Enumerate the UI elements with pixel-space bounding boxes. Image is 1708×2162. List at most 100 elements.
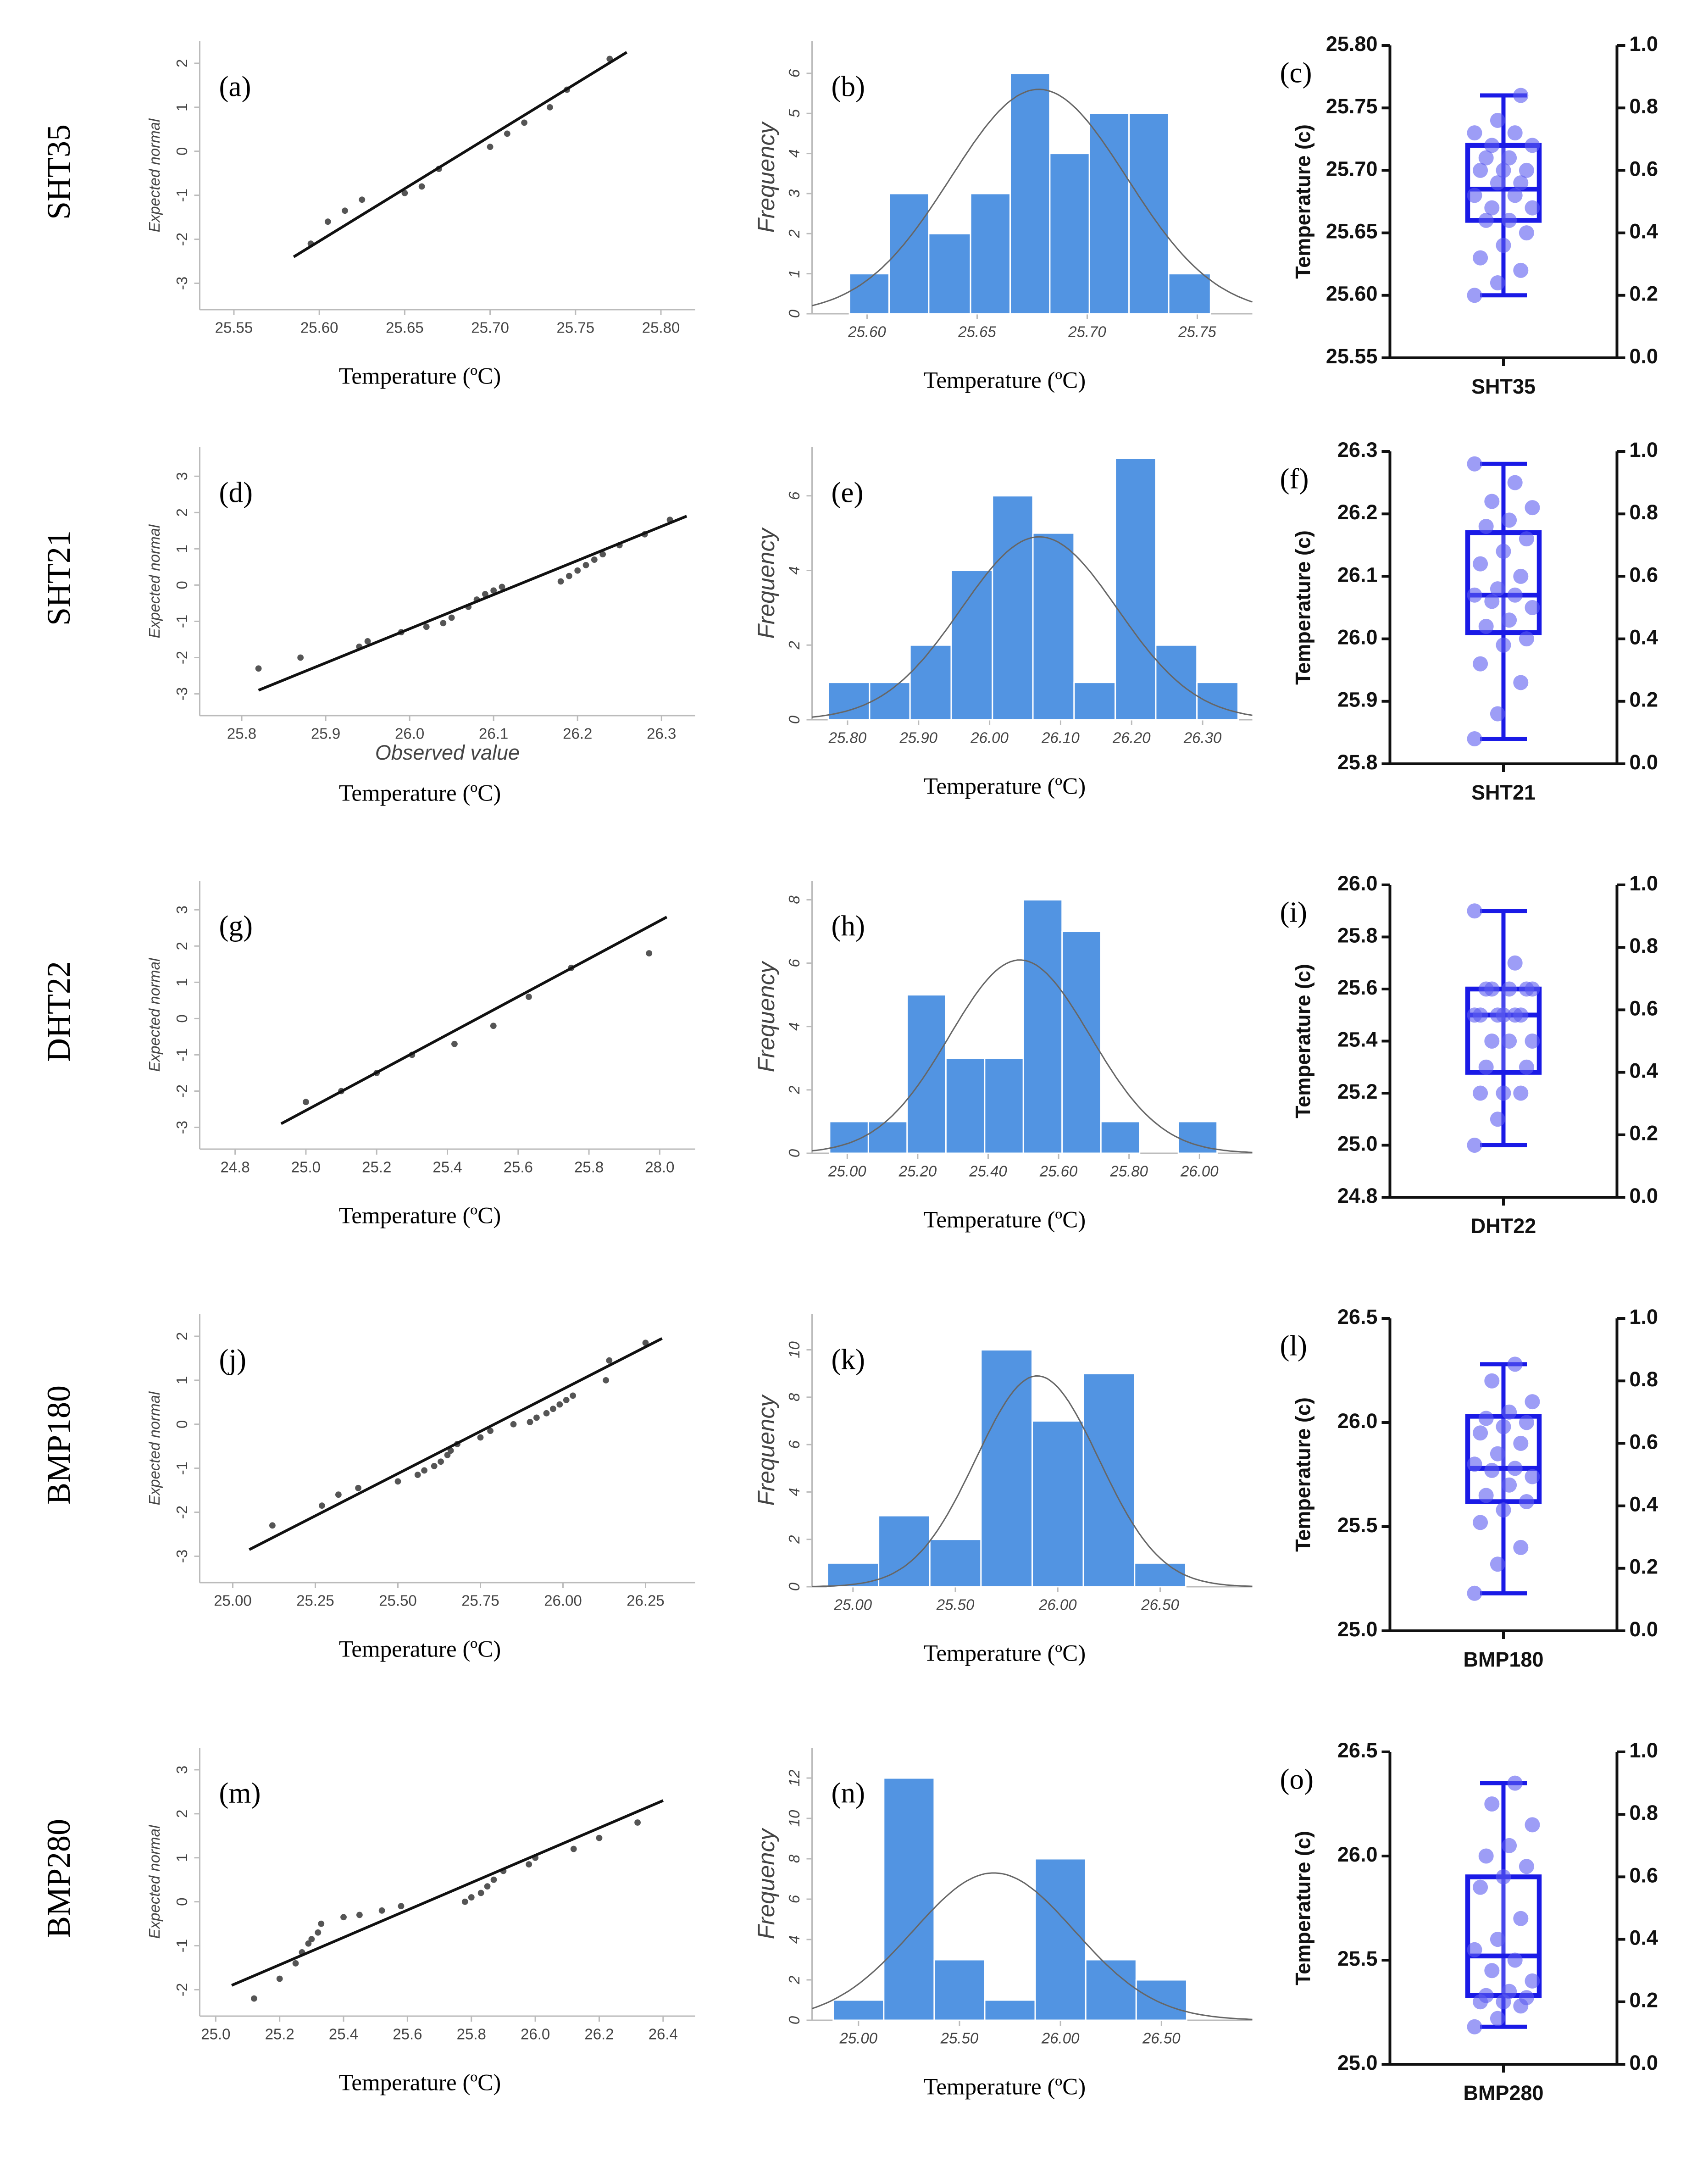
y-axis-label: Expected normal: [146, 118, 163, 232]
point: [1507, 125, 1523, 141]
point: [1502, 1984, 1517, 1999]
point: [431, 1462, 438, 1469]
point: [1502, 150, 1517, 166]
point: [1519, 631, 1534, 647]
y2-tick-label: 0.8: [1630, 94, 1658, 118]
y-tick-label: 25.6: [1337, 976, 1378, 999]
y2-tick-label: 1.0: [1630, 438, 1658, 461]
y-tick-label: 26.3: [1337, 438, 1378, 461]
y-tick-label: 0: [173, 1420, 190, 1428]
point: [1473, 656, 1488, 672]
point: [364, 638, 371, 645]
row-label: BMP280: [40, 1819, 77, 1938]
y2-tick-label: 0.2: [1630, 1555, 1658, 1578]
point: [1513, 1540, 1529, 1555]
point: [1513, 568, 1529, 584]
point: [526, 994, 532, 1000]
point: [1502, 1404, 1517, 1420]
panel: 25.8 25.9 26.0 26.1 26.2 26.3 0.0 0.2 0.4 0.6 0.8 1…: [1280, 438, 1658, 804]
point: [378, 1907, 385, 1914]
y-tick-label: 2: [173, 942, 190, 950]
bar: [869, 682, 911, 721]
bar: [1100, 1121, 1141, 1154]
bar: [1085, 1959, 1137, 2021]
y-tick-label: 26.0: [1337, 872, 1378, 895]
point: [440, 620, 447, 627]
point: [1478, 150, 1494, 166]
y-tick-label: 25.55: [1326, 345, 1378, 368]
y-tick-label: 1: [173, 978, 190, 986]
point: [1478, 518, 1494, 534]
point: [1525, 1034, 1540, 1049]
point: [1513, 1007, 1529, 1023]
x-tick-label: 25.4: [433, 1159, 462, 1176]
x-tick-label: 25.8: [227, 725, 256, 742]
y-tick-label: 2: [173, 59, 190, 67]
y-tick-label: 1: [173, 545, 190, 553]
x-tick-label: 25.70: [1068, 323, 1106, 340]
y-tick-label: 1: [173, 1376, 190, 1384]
y-tick-label: -3: [173, 277, 190, 290]
bar: [1128, 112, 1170, 315]
y-tick-label: 25.5: [1337, 1513, 1378, 1537]
x-tick-label: 25.25: [296, 1592, 334, 1609]
point: [582, 562, 589, 568]
point: [423, 623, 430, 630]
point: [359, 196, 366, 203]
point: [1478, 1488, 1494, 1503]
point: [1473, 250, 1488, 266]
point: [510, 1421, 517, 1428]
y-tick-label: 3: [173, 1766, 190, 1774]
y-tick-label: 25.8: [1337, 750, 1378, 774]
x-tick-label: 28.0: [645, 1159, 674, 1176]
y2-tick-label: 0.6: [1630, 996, 1658, 1020]
y-tick-label: 5: [786, 109, 803, 117]
x-tick-label: SHT21: [1471, 781, 1536, 804]
point: [1478, 212, 1494, 228]
point: [1496, 544, 1511, 559]
point: [1507, 475, 1523, 490]
panel: 25.8 25.9 26.0 26.1 26.2 26.3 3 2 1 0 -1 -2 -3 Expect…: [146, 447, 695, 806]
x-tick-label: 26.30: [1183, 729, 1222, 746]
y-axis-label: Temperature (c): [1291, 1831, 1314, 1985]
bar: [1009, 72, 1051, 315]
y-tick-label: 0: [173, 581, 190, 589]
y-tick-label: 2: [173, 508, 190, 517]
point: [499, 584, 505, 590]
y-tick-label: 26.2: [1337, 500, 1378, 524]
y2-tick-label: 0.6: [1630, 1430, 1658, 1453]
y-tick-label: -2: [173, 1506, 190, 1519]
bar: [929, 1539, 982, 1588]
bar: [1115, 457, 1157, 721]
point: [1507, 1952, 1523, 1968]
point: [1496, 1007, 1511, 1023]
y2-tick-label: 0.2: [1630, 282, 1658, 306]
y-tick-label: 25.60: [1326, 282, 1378, 306]
y-axis-label: Temperature (c): [1291, 124, 1314, 279]
x-tick-label: BMP180: [1463, 1648, 1543, 1671]
point: [1467, 1456, 1482, 1472]
point: [1473, 1007, 1488, 1023]
point: [1513, 1085, 1529, 1101]
point: [324, 218, 331, 225]
y-tick-label: 4: [786, 149, 803, 157]
x-tick-label: 26.0: [521, 2026, 550, 2043]
panel-label: (i): [1280, 896, 1307, 928]
y-tick-label: 25.2: [1337, 1080, 1378, 1103]
point: [438, 1458, 444, 1465]
y-tick-label: 2: [173, 1810, 190, 1818]
panel: 25.0 25.2 25.4 25.6 25.8 26.0 26.2 26.4 3 2 1 0 -1 -2…: [146, 1748, 695, 2096]
y-tick-label: 10: [786, 1341, 803, 1358]
point: [477, 1434, 484, 1441]
point: [1507, 587, 1523, 603]
point: [490, 587, 497, 594]
y-tick-label: 0: [173, 147, 190, 156]
caption: Temperature (ºC): [924, 774, 1086, 800]
point: [1478, 1411, 1494, 1426]
bar: [1135, 1979, 1187, 2021]
y-tick-label: 0: [173, 1897, 190, 1906]
x-tick-label: 24.8: [221, 1159, 250, 1176]
x-tick-label: 25.55: [215, 319, 253, 336]
y-tick-label: 0: [786, 309, 803, 318]
